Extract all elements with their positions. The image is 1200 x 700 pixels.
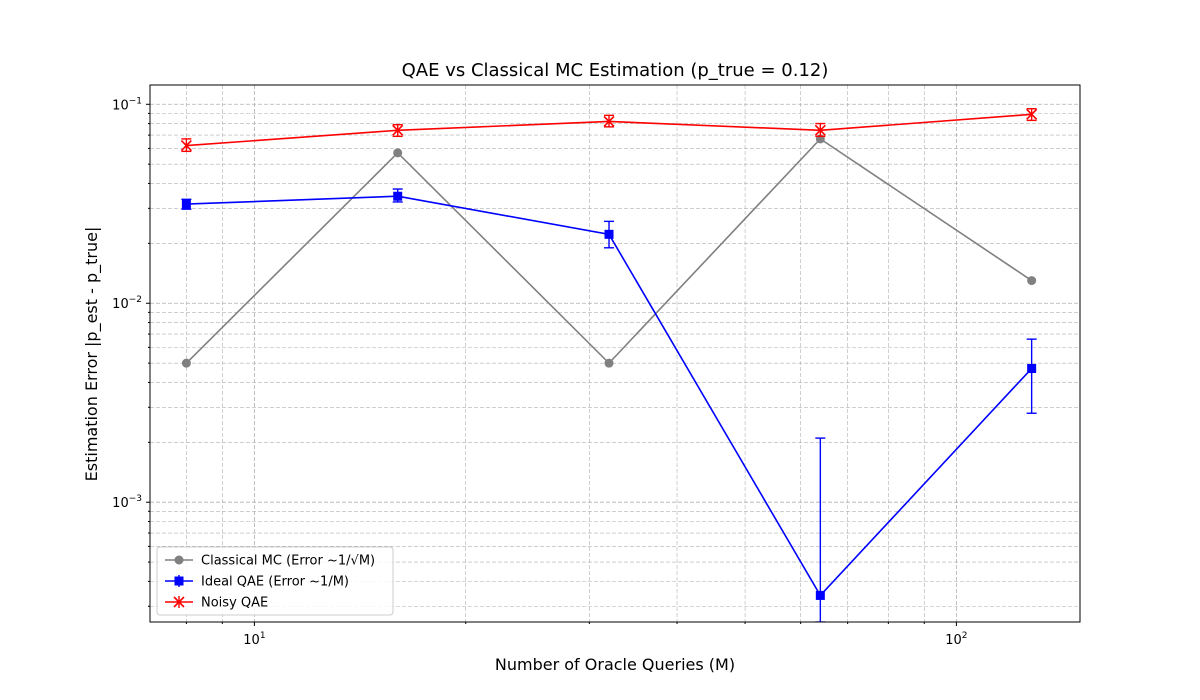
data-point <box>180 140 192 152</box>
data-point <box>393 148 403 158</box>
legend-label: Noisy QAE <box>201 596 268 611</box>
x-marker-stroke <box>814 124 826 136</box>
data-point <box>181 358 191 368</box>
legend-item: Classical MC (Error ~1/√M) <box>165 554 375 569</box>
legend: Classical MC (Error ~1/√M) Ideal QAE (Err… <box>156 546 394 616</box>
legend-item: Ideal QAE (Error ~1/M) <box>165 575 349 590</box>
data-point <box>1027 276 1037 286</box>
legend-label: Classical MC (Error ~1/√M) <box>201 554 375 569</box>
series-1 <box>181 134 1037 368</box>
data-point <box>1027 363 1037 373</box>
axis-ticks: 101 102 10−3 10−2 10−1 <box>112 96 967 648</box>
plot-frame <box>149 84 1081 623</box>
data-point <box>392 124 404 136</box>
data-point <box>181 199 191 209</box>
legend-item: Noisy QAE <box>165 596 268 611</box>
y-tick-label: 10−3 <box>112 494 142 511</box>
data-point <box>603 115 615 127</box>
data-point <box>814 124 826 136</box>
series-2 <box>181 188 1037 622</box>
x-axis-label: Number of Oracle Queries (M) <box>495 655 735 674</box>
legend-swatch-marker <box>174 555 184 565</box>
chart-title: QAE vs Classical MC Estimation (p_true =… <box>402 60 829 81</box>
x-tick-label: 102 <box>945 631 967 648</box>
y-tick-label: 10−2 <box>112 295 142 312</box>
legend-box <box>156 546 394 616</box>
legend-swatch-marker <box>174 576 184 586</box>
x-marker-stroke <box>603 115 615 127</box>
x-marker-stroke <box>1026 108 1038 120</box>
data-point <box>604 229 614 239</box>
x-marker-stroke <box>392 124 404 136</box>
y-tick-label: 10−1 <box>112 96 142 113</box>
data-point <box>815 590 825 600</box>
data-point <box>1026 108 1038 120</box>
series-layer <box>180 108 1038 622</box>
legend-label: Ideal QAE (Error ~1/M) <box>201 575 349 590</box>
x-marker-stroke <box>180 140 192 152</box>
x-marker-stroke <box>173 596 185 608</box>
x-tick-label: 101 <box>243 631 265 648</box>
grid-lines <box>150 85 1080 622</box>
data-point <box>393 191 403 201</box>
series-3 <box>180 108 1038 153</box>
plot-area <box>149 84 1081 623</box>
y-axis-label: Estimation Error |p_est - p_true| <box>82 227 102 482</box>
legend-swatch-marker <box>173 596 185 608</box>
data-point <box>604 358 614 368</box>
